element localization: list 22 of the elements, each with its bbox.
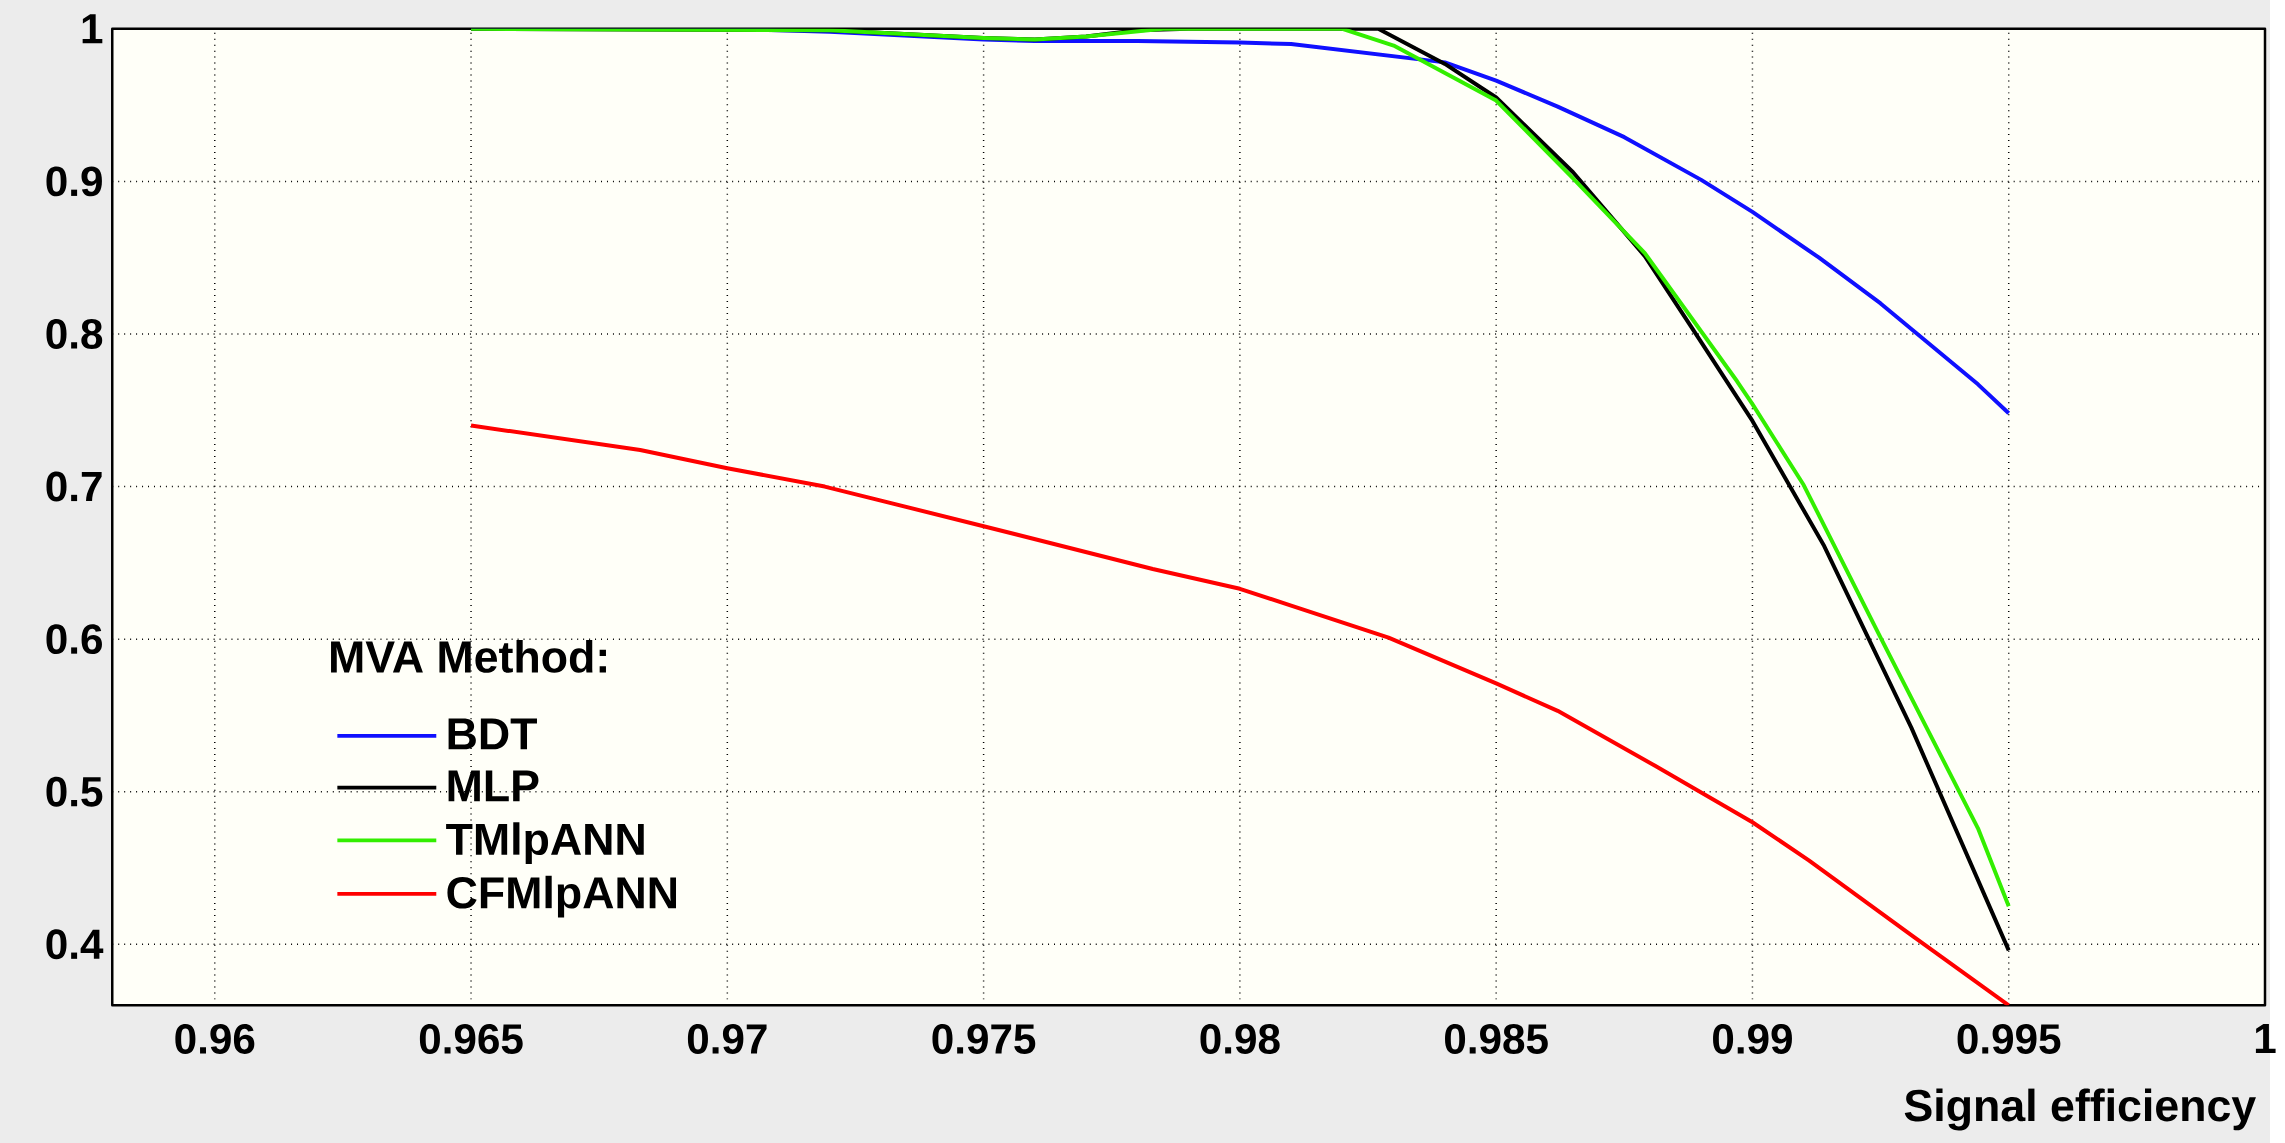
legend-label: BDT: [448, 718, 537, 750]
x-tick-label: 0.98: [1200, 1023, 1280, 1054]
legend-title: MVA Method:: [331, 639, 606, 673]
legend-label: TMlpANN: [446, 822, 644, 864]
x-axis-title: Signal efficiency: [1904, 1088, 2256, 1131]
x-tick-label: 0.985: [1445, 1023, 1548, 1054]
x-tick-label: 0.97: [687, 1023, 767, 1054]
y-tick-label: 1: [82, 14, 103, 44]
y-tick-label: 0.7: [46, 471, 102, 502]
y-tick-label: 0.9: [46, 166, 102, 197]
x-tick-label: 1: [2255, 1023, 2276, 1053]
x-tick-label: 0.965: [419, 1023, 523, 1054]
y-tick-label: 0.6: [46, 623, 102, 654]
y-tick-label: 0.5: [46, 776, 103, 807]
x-tick-label: 0.975: [932, 1023, 1036, 1054]
x-tick-label: 0.995: [1957, 1023, 2061, 1054]
y-tick-label: 0.4: [46, 929, 104, 960]
legend-label: CFMlpANN: [447, 875, 677, 918]
legend-label: MLP: [448, 770, 539, 801]
x-tick-label: 0.96: [175, 1023, 255, 1054]
y-tick-label: 0.8: [46, 318, 103, 349]
x-tick-label: 0.99: [1713, 1023, 1792, 1054]
